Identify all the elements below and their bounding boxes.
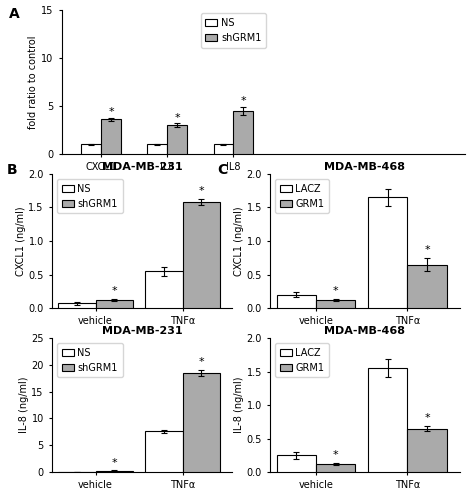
Bar: [368, 368, 408, 472]
Bar: [96, 471, 133, 472]
Y-axis label: IL-8 (ng/ml): IL-8 (ng/ml): [18, 377, 28, 433]
Bar: [101, 119, 121, 154]
Bar: [233, 111, 253, 154]
Text: *: *: [111, 286, 117, 296]
Y-axis label: CXCL1 (ng/ml): CXCL1 (ng/ml): [234, 206, 244, 276]
Bar: [82, 145, 101, 154]
Bar: [96, 300, 133, 308]
Bar: [146, 431, 182, 472]
Text: *: *: [111, 458, 117, 468]
Text: *: *: [333, 450, 338, 460]
Text: *: *: [199, 186, 204, 196]
Bar: [182, 202, 220, 308]
Text: B: B: [7, 163, 18, 177]
Bar: [277, 295, 316, 308]
Text: *: *: [240, 96, 246, 106]
Legend: LACZ, GRM1: LACZ, GRM1: [275, 343, 329, 377]
Text: *: *: [174, 112, 180, 123]
Bar: [408, 264, 447, 308]
Bar: [213, 145, 233, 154]
Bar: [182, 373, 220, 472]
Legend: LACZ, GRM1: LACZ, GRM1: [275, 179, 329, 213]
Text: *: *: [424, 245, 430, 255]
Y-axis label: fold ratio to control: fold ratio to control: [28, 35, 38, 129]
Y-axis label: CXCL1 (ng/ml): CXCL1 (ng/ml): [16, 206, 26, 276]
Bar: [316, 464, 355, 472]
Y-axis label: IL-8 (ng/ml): IL-8 (ng/ml): [234, 377, 244, 433]
Text: *: *: [424, 413, 430, 423]
Title: MDA-MB-231: MDA-MB-231: [102, 326, 182, 336]
Bar: [316, 300, 355, 308]
Title: MDA-MB-468: MDA-MB-468: [325, 162, 405, 172]
Bar: [368, 197, 408, 308]
Title: MDA-MB-468: MDA-MB-468: [325, 326, 405, 336]
Bar: [147, 145, 167, 154]
Legend: NS, shGRM1: NS, shGRM1: [57, 343, 123, 377]
Legend: NS, shGRM1: NS, shGRM1: [201, 13, 266, 48]
Bar: [408, 428, 447, 472]
Text: A: A: [9, 7, 20, 21]
Legend: NS, shGRM1: NS, shGRM1: [57, 179, 123, 213]
Text: *: *: [109, 107, 114, 117]
Text: *: *: [199, 357, 204, 367]
Bar: [58, 304, 96, 308]
Bar: [146, 271, 182, 308]
Bar: [167, 125, 187, 154]
Title: MDA-MB-231: MDA-MB-231: [102, 162, 182, 172]
Text: *: *: [333, 286, 338, 296]
Bar: [277, 455, 316, 472]
Text: C: C: [217, 163, 228, 177]
